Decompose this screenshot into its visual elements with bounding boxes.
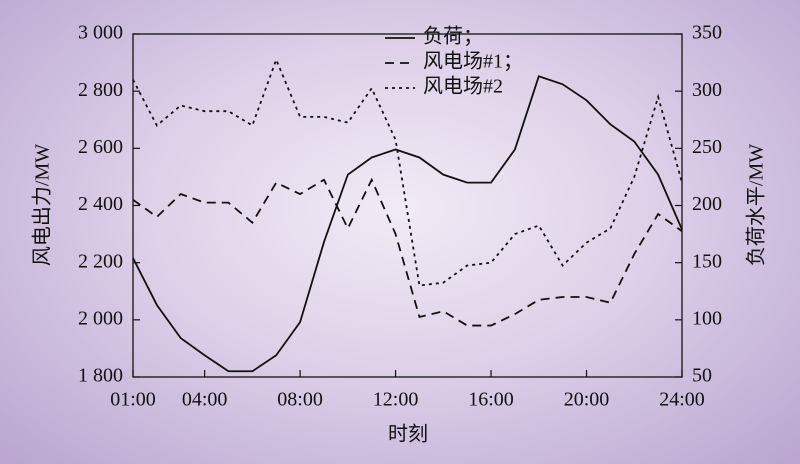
x-tick-label: 04:00 <box>182 389 228 411</box>
plot-frame <box>132 33 683 378</box>
x-tick-label: 01:00 <box>110 389 156 411</box>
y-tick-label: 2 800 <box>78 79 123 101</box>
y-tick-label: 1 800 <box>78 365 123 387</box>
y2-tick-label: 150 <box>692 250 722 272</box>
y-tick-label: 3 000 <box>78 22 123 44</box>
y2-tick-label: 250 <box>692 136 722 158</box>
y-tick-label: 2 600 <box>78 136 123 158</box>
y2-axis-label: 负荷水平/MW <box>745 144 768 266</box>
x-tick-label: 12:00 <box>373 389 419 411</box>
y2-tick-label: 50 <box>692 365 712 387</box>
x-tick-label: 24:00 <box>659 389 705 411</box>
series-line <box>132 177 683 327</box>
legend-label: 负荷； <box>423 25 483 48</box>
y-tick-label: 2 400 <box>78 193 123 215</box>
x-tick-label: 08:00 <box>277 389 323 411</box>
y2-tick-label: 350 <box>692 22 722 44</box>
x-tick-label: 16:00 <box>468 389 514 411</box>
y2-tick-label: 100 <box>692 307 722 329</box>
legend-label: 风电场#1； <box>423 50 523 73</box>
y-tick-label: 2 000 <box>78 307 123 329</box>
series-line <box>132 57 683 287</box>
y2-tick-label: 300 <box>692 79 722 101</box>
y-axis-label: 风电出力/MW <box>31 144 54 266</box>
x-tick-label: 20:00 <box>564 389 610 411</box>
y-tick-label: 2 200 <box>78 250 123 272</box>
y2-tick-label: 200 <box>692 193 722 215</box>
legend-label: 风电场#2 <box>423 75 503 98</box>
series-line <box>132 75 683 373</box>
x-axis-label: 时刻 <box>388 423 428 446</box>
